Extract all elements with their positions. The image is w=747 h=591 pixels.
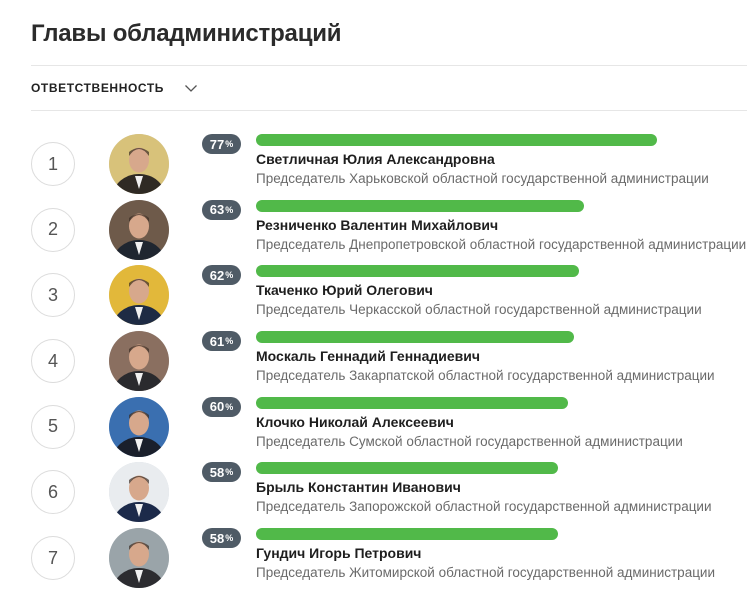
rating-bar [256, 134, 657, 146]
rank-number: 4 [31, 339, 75, 384]
percent-badge: 77% [202, 134, 241, 154]
rating-bar [256, 396, 568, 409]
person-name[interactable]: Резниченко Валентин Михайлович [256, 216, 499, 233]
list-item[interactable]: 7 58% Гундич Игорь Петрович Председатель Жи… [0, 518, 747, 589]
person-position: Председатель Черкасской областной госуда… [256, 302, 702, 318]
avatar[interactable] [109, 134, 169, 194]
rating-bar [256, 265, 579, 278]
person-position: Председатель Харьковской областной госуд… [256, 171, 709, 186]
rank-number: 6 [31, 470, 75, 515]
percent-badge: 58% [202, 462, 241, 483]
rank-number: 7 [31, 536, 75, 581]
person-name[interactable]: Светличная Юлия Александровна [256, 151, 495, 167]
percent-badge: 63% [202, 199, 241, 220]
person-position: Председатель Сумской областной государст… [256, 433, 683, 449]
percent-badge: 60% [202, 396, 241, 417]
page-title: Главы обладминистраций [31, 20, 342, 47]
rating-bar [256, 462, 558, 475]
avatar[interactable] [109, 199, 169, 260]
percent-badge: 58% [202, 528, 241, 549]
person-name[interactable]: Ткаченко Юрий Олегович [256, 282, 433, 299]
chevron-down-icon [184, 83, 198, 93]
ranking-list: 1 77% Светличная Юлия Александровна Председ… [0, 124, 747, 589]
divider-bottom [31, 110, 747, 111]
avatar[interactable] [109, 396, 169, 457]
rating-bar [256, 331, 574, 344]
rating-bar [256, 199, 584, 212]
person-position: Председатель Закарпатской областной госу… [256, 368, 715, 384]
list-item[interactable]: 2 63% Резниченко Валентин Михайлович Предсе… [0, 190, 747, 260]
person-name[interactable]: Клочко Николай Алексеевич [256, 413, 454, 430]
rating-bar [256, 528, 558, 541]
person-name[interactable]: Брыль Константин Иванович [256, 479, 461, 496]
rank-number: 5 [31, 404, 75, 449]
list-item[interactable]: 4 61% Москаль Геннадий Геннадиевич Председа… [0, 321, 747, 392]
list-item[interactable]: 5 60% Клочко Николай Алексеевич Председател… [0, 387, 747, 457]
list-item[interactable]: 1 77% Светличная Юлия Александровна Председ… [0, 124, 747, 194]
person-position: Председатель Днепропетровской областной … [256, 236, 747, 252]
avatar[interactable] [109, 528, 169, 589]
person-name[interactable]: Гундич Игорь Петрович [256, 545, 422, 562]
filter-dropdown-label: ОТВЕТСТВЕННОСТЬ [31, 81, 165, 95]
person-name[interactable]: Москаль Геннадий Геннадиевич [256, 348, 481, 365]
percent-badge: 61% [202, 331, 241, 352]
percent-badge: 62% [202, 265, 241, 286]
rank-number: 2 [31, 207, 75, 252]
list-item[interactable]: 6 58% Брыль Константин Иванович Председател… [0, 452, 747, 523]
rank-number: 1 [31, 142, 75, 186]
filter-dropdown[interactable]: ОТВЕТСТВЕННОСТЬ [31, 78, 198, 98]
avatar[interactable] [109, 265, 169, 326]
person-position: Председатель Житомирской областной госуд… [256, 565, 716, 581]
divider-top [31, 65, 747, 66]
avatar[interactable] [109, 331, 169, 392]
avatar[interactable] [109, 462, 169, 523]
list-item[interactable]: 3 62% Ткаченко Юрий Олегович Председатель Ч… [0, 255, 747, 326]
rank-number: 3 [31, 273, 75, 318]
person-position: Председатель Запорожской областной госуд… [256, 499, 712, 515]
